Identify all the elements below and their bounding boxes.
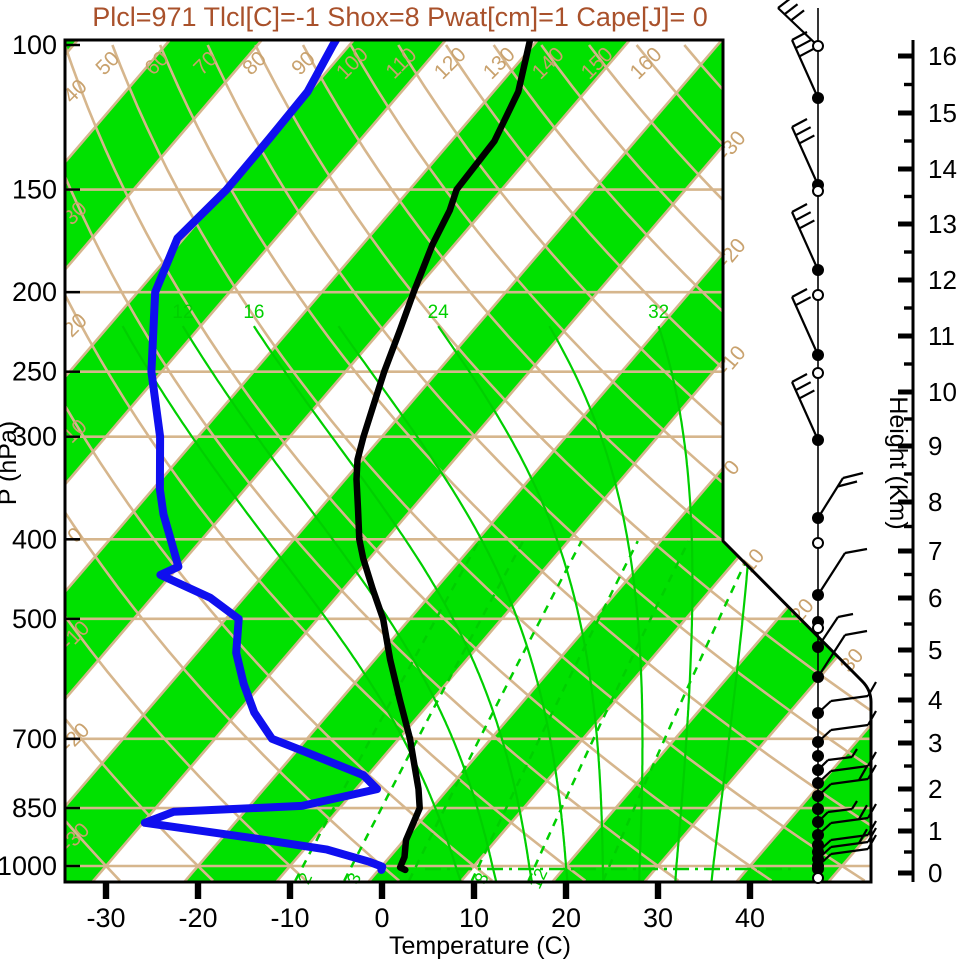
wind-level-dot xyxy=(812,750,824,762)
wind-level-dot xyxy=(812,434,824,446)
tick-label: 4 xyxy=(928,685,942,715)
tick-label: 15 xyxy=(928,98,957,128)
wind-level-circle xyxy=(812,537,824,549)
wind-level-dot xyxy=(812,671,824,683)
wind-barb-column xyxy=(777,0,877,884)
wind-level-circle xyxy=(812,40,824,52)
wind-level-dot xyxy=(812,349,824,361)
tick-label: 500 xyxy=(12,604,57,634)
tick-label: 16 xyxy=(243,302,264,323)
tick-label: 5 xyxy=(928,635,942,665)
tick-label: 2 xyxy=(294,870,316,888)
wind-level-dot xyxy=(812,777,824,789)
tick-label: 3 xyxy=(928,728,942,758)
chart-title: Plcl=971 Tlcl[C]=-1 Shox=8 Pwat[cm]=1 Ca… xyxy=(92,2,708,32)
wind-level-dot xyxy=(812,589,824,601)
tick-label: -20 xyxy=(57,719,95,757)
tick-label: 1000 xyxy=(0,851,57,881)
tick-label: 20 xyxy=(551,903,581,933)
wind-level-dot xyxy=(812,707,824,719)
wind-level-dot xyxy=(812,512,824,524)
pressure-axis: 100 150 200 250 300 400 500 700 850 1000 P (hPa) xyxy=(0,30,80,881)
tick-label: 400 xyxy=(12,524,57,554)
tick-label: 10 xyxy=(928,377,957,407)
wind-level-dot xyxy=(812,790,824,802)
tick-label: 30 xyxy=(643,903,673,933)
tick-label: 16 xyxy=(928,41,957,71)
height-axis-title: Height (Km) xyxy=(884,396,912,529)
wind-level-circle xyxy=(812,185,824,197)
pressure-axis-title: P (hPa) xyxy=(0,421,22,505)
wind-level-dot xyxy=(812,736,824,748)
wind-level-dot xyxy=(812,829,824,841)
tick-label: 300 xyxy=(12,422,57,452)
temperature-axis-title: Temperature (C) xyxy=(389,932,571,960)
tick-label: 13 xyxy=(928,209,957,239)
temperature-axis: -30 -20 -10 0 10 20 30 40 Temperature (C) xyxy=(86,882,765,960)
wind-level-circle xyxy=(812,872,824,884)
tick-label: 200 xyxy=(12,277,57,307)
tick-label: 160 xyxy=(626,43,667,84)
tick-label: 6 xyxy=(928,583,942,613)
wind-level-dot xyxy=(812,803,824,815)
tick-label: 24 xyxy=(428,302,450,323)
wind-level-circle xyxy=(812,289,824,301)
tick-label: 11 xyxy=(928,321,955,351)
tick-label: 12 xyxy=(172,302,193,323)
dewpoint-curve xyxy=(140,40,387,874)
tick-label: -10 xyxy=(270,903,309,933)
tick-label: 2 xyxy=(928,774,942,804)
wind-level-dot xyxy=(812,816,824,828)
wind-level-circle xyxy=(812,367,824,379)
tick-label: 50 xyxy=(91,47,124,80)
wind-level-circle xyxy=(812,622,824,634)
wind-level-dot xyxy=(812,92,824,104)
tick-label: 250 xyxy=(12,357,57,387)
tick-label: 10 xyxy=(459,903,489,933)
tick-label: -30 xyxy=(86,903,125,933)
tick-label: 12 xyxy=(928,265,957,295)
wind-level-dot xyxy=(812,764,824,776)
tick-label: 40 xyxy=(735,903,765,933)
tick-label: 150 xyxy=(12,175,57,205)
wind-level-dot xyxy=(812,264,824,276)
tick-label: 32 xyxy=(648,302,669,323)
tick-label: 0 xyxy=(374,903,389,933)
tick-label: 1 xyxy=(928,816,942,846)
mixing-ratio-lines xyxy=(294,540,757,882)
wind-level-dot xyxy=(812,641,824,653)
tick-label: 14 xyxy=(928,154,957,184)
tick-label: 9 xyxy=(928,431,942,461)
tick-label: 7 xyxy=(928,536,942,566)
tick-label: 0 xyxy=(928,858,942,888)
wind-level-dot xyxy=(812,863,824,875)
tick-label: 3 xyxy=(343,870,365,888)
temperature-curve xyxy=(353,40,534,874)
tick-label: 8 xyxy=(928,487,942,517)
tick-label: 100 xyxy=(12,30,57,60)
tick-label: 700 xyxy=(12,724,57,754)
tick-label: 850 xyxy=(12,793,57,823)
tick-label: -20 xyxy=(178,903,217,933)
